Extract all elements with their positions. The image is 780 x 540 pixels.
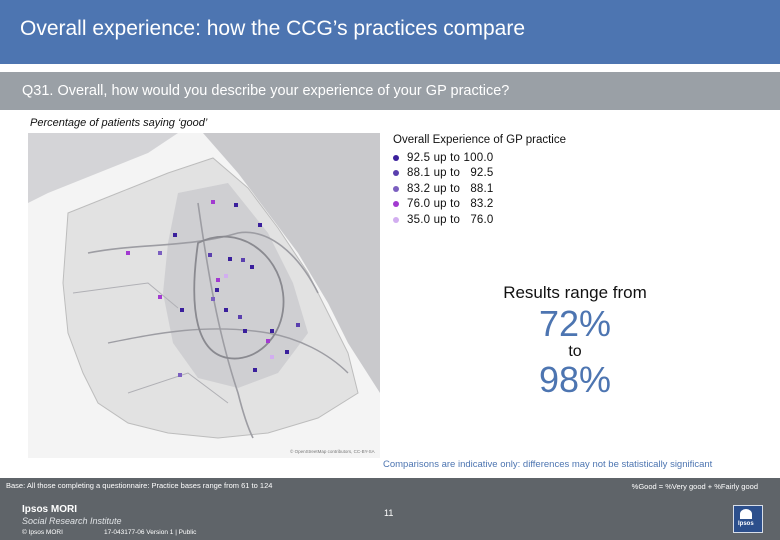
practice-marker xyxy=(158,295,162,299)
results-intro: Results range from xyxy=(503,283,647,302)
legend-label: 83.2 up to 88.1 xyxy=(407,182,494,195)
practice-marker xyxy=(296,323,300,327)
practice-marker xyxy=(285,350,289,354)
practice-marker xyxy=(216,278,220,282)
comparison-note: Comparisons are indicative only: differe… xyxy=(383,459,713,470)
practice-marker xyxy=(126,251,130,255)
legend-item: 83.2 up to 88.1 xyxy=(393,181,566,197)
results-low: 72% xyxy=(538,303,612,344)
practice-marker xyxy=(224,308,228,312)
practice-marker xyxy=(224,274,228,278)
logo-arc xyxy=(740,509,752,519)
minor-road xyxy=(72,282,179,309)
good-definition: %Good = %Very good + %Fairly good xyxy=(631,482,758,491)
question-text: Q31. Overall, how would you describe you… xyxy=(22,83,510,99)
legend-dot-icon xyxy=(393,170,399,177)
road xyxy=(197,202,254,439)
practice-marker xyxy=(258,223,262,227)
legend-dot-icon xyxy=(393,216,399,223)
practice-marker xyxy=(158,251,162,255)
legend-label: 92.5 up to 100.0 xyxy=(407,151,494,164)
practice-marker xyxy=(178,373,182,377)
road xyxy=(107,328,349,374)
results-high: 98% xyxy=(538,359,612,400)
practice-marker xyxy=(270,355,274,359)
base-bar: Base: All those completing a questionnai… xyxy=(0,478,780,496)
job-number: 17-043177-06 Version 1 | Public xyxy=(104,529,197,536)
legend-label: 76.0 up to 83.2 xyxy=(407,198,494,211)
chart-subtitle: Percentage of patients saying ‘good’ xyxy=(30,117,208,129)
practice-marker xyxy=(208,253,212,257)
practice-marker xyxy=(270,329,274,333)
urban-area xyxy=(163,183,308,388)
practice-marker xyxy=(211,297,215,301)
ccg-map: © OpenStreetMap contributors, CC-BY-SA xyxy=(28,133,380,458)
logo-text: Ipsos xyxy=(738,521,754,527)
footer: Ipsos MORI Social Research Institute © I… xyxy=(0,496,780,540)
legend-item: 35.0 up to 76.0 xyxy=(393,212,566,228)
map-svg: © OpenStreetMap contributors, CC-BY-SA xyxy=(28,133,380,458)
legend-title: Overall Experience of GP practice xyxy=(393,134,567,146)
page-number: 11 xyxy=(384,508,394,518)
practice-marker xyxy=(250,265,254,269)
legend-item: 88.1 up to 92.5 xyxy=(393,166,566,182)
legend-item: 76.0 up to 83.2 xyxy=(393,197,566,213)
results-range: Results range from 72% to 98% xyxy=(470,283,680,401)
practice-marker xyxy=(173,233,177,237)
practice-markers xyxy=(126,200,300,377)
brand-name: Ipsos MORI xyxy=(22,504,78,515)
practice-marker xyxy=(215,288,219,292)
practice-marker xyxy=(180,308,184,312)
legend-dot-icon xyxy=(393,154,399,161)
practice-marker xyxy=(266,339,270,343)
legend: Overall Experience of GP practice 92.5 u… xyxy=(393,134,566,228)
question-bar: Q31. Overall, how would you describe you… xyxy=(0,72,780,110)
legend-dot-icon xyxy=(393,185,399,192)
practice-marker xyxy=(228,257,232,261)
title-bar: Overall experience: how the CCG’s practi… xyxy=(0,0,780,64)
minor-road xyxy=(127,372,229,404)
practice-marker xyxy=(238,315,242,319)
ipsos-logo-icon: Ipsos xyxy=(733,505,763,533)
practice-marker xyxy=(234,203,238,207)
estuary-water xyxy=(28,133,178,203)
practice-marker xyxy=(241,258,245,262)
legend-label: 88.1 up to 92.5 xyxy=(407,167,494,180)
practice-marker xyxy=(211,200,215,204)
map-attribution: © OpenStreetMap contributors, CC-BY-SA xyxy=(290,448,375,454)
legend-item: 92.5 up to 100.0 xyxy=(393,150,566,166)
legend-label: 35.0 up to 76.0 xyxy=(407,213,494,226)
practice-marker xyxy=(253,368,257,372)
practice-marker xyxy=(243,329,247,333)
road xyxy=(87,231,319,294)
brand-subtitle: Social Research Institute xyxy=(22,516,122,526)
base-text: Base: All those completing a questionnai… xyxy=(6,481,273,490)
legend-dot-icon xyxy=(393,201,399,208)
river-water xyxy=(203,133,380,393)
results-to: to xyxy=(568,343,582,360)
copyright: © Ipsos MORI xyxy=(22,529,63,536)
slide-title: Overall experience: how the CCG’s practi… xyxy=(20,17,525,40)
